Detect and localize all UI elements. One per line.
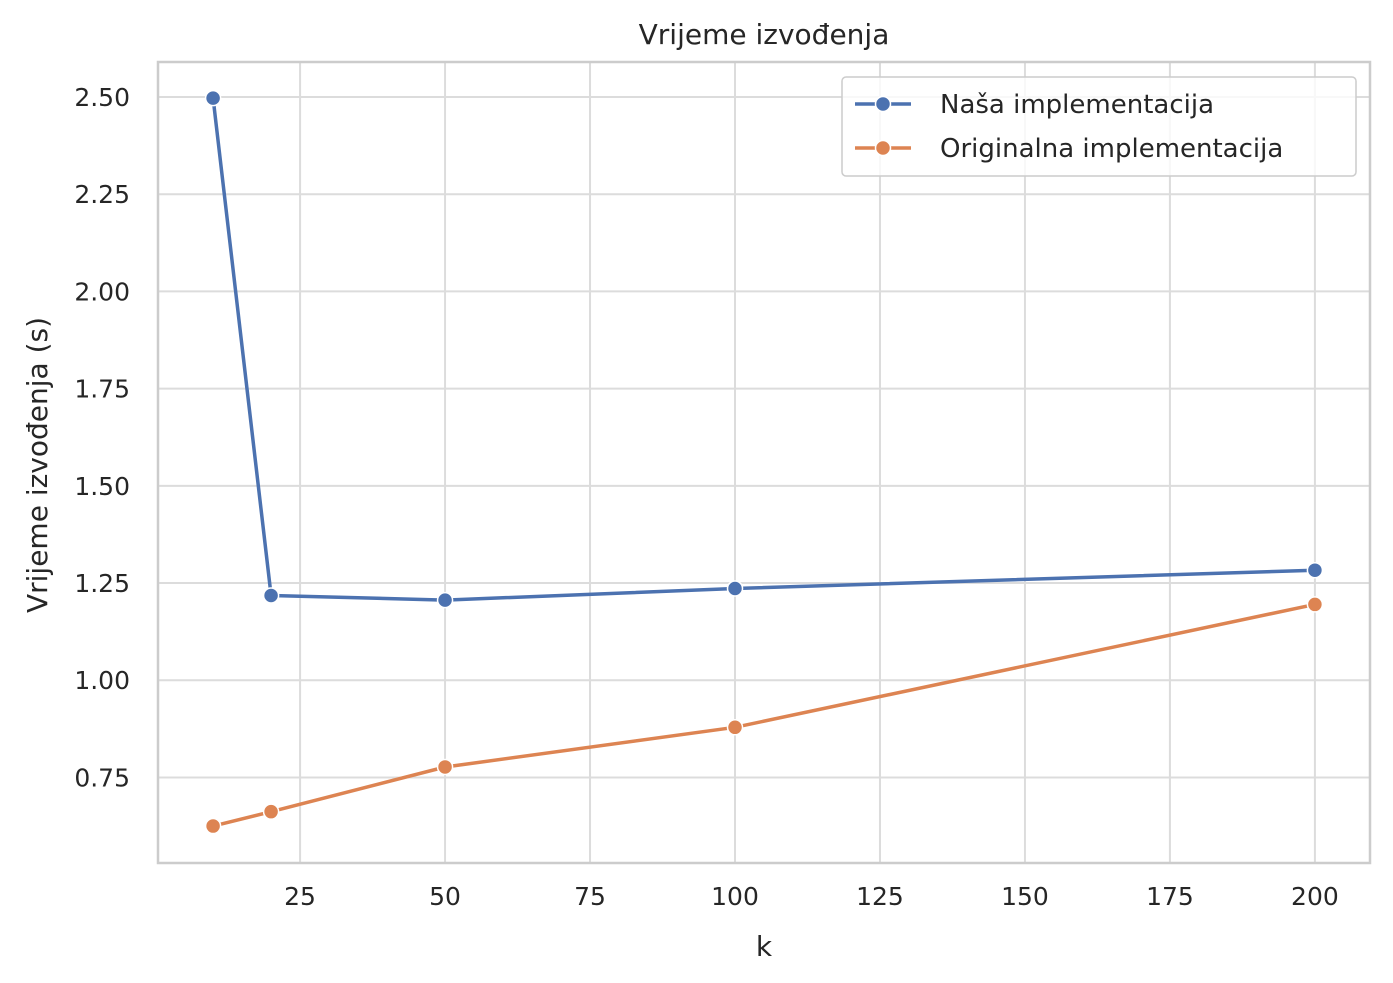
y-tick-label: 0.75 (74, 763, 130, 792)
data-point (436, 758, 454, 776)
data-point (262, 803, 280, 820)
grid-lines (158, 62, 1370, 863)
legend-label-originalna: Originalna implementacija (940, 134, 1283, 164)
legend: Naša implementacija Originalna implement… (841, 76, 1357, 177)
x-tick-label: 175 (1146, 882, 1194, 911)
series-group (204, 89, 1324, 835)
x-tick-label: 125 (856, 882, 904, 911)
legend-box (841, 76, 1357, 177)
x-tick-label: 25 (284, 882, 316, 911)
y-axis-title: Vrijeme izvođenja (s) (21, 317, 54, 613)
y-tick-label: 1.25 (74, 569, 130, 598)
legend-marker-originalna (874, 139, 892, 157)
x-tick-label: 150 (1001, 882, 1049, 911)
legend-marker-nasa (874, 95, 892, 113)
x-axis-ticks: 25 50 75 100 125 150 175 200 (284, 882, 1339, 911)
y-axis-ticks: 0.75 1.00 1.25 1.50 1.75 2.00 2.25 2.50 (74, 83, 130, 792)
data-point (204, 817, 222, 835)
x-tick-label: 50 (429, 882, 461, 911)
data-point (726, 719, 744, 736)
y-tick-label: 1.00 (74, 666, 130, 695)
y-tick-label: 1.75 (74, 375, 130, 404)
x-tick-label: 100 (711, 882, 759, 911)
data-point (1306, 561, 1324, 579)
data-point (436, 591, 454, 609)
x-tick-label: 200 (1291, 882, 1339, 911)
plot-frame (156, 60, 1372, 865)
data-point (262, 587, 280, 604)
x-tick-label: 75 (574, 882, 606, 911)
y-tick-label: 2.00 (74, 277, 130, 306)
x-axis-title: k (756, 930, 773, 963)
chart-title: Vrijeme izvođenja (639, 18, 890, 51)
y-tick-label: 2.50 (74, 83, 130, 112)
y-tick-label: 2.25 (74, 180, 130, 209)
data-point (1306, 596, 1324, 613)
data-point (726, 580, 744, 597)
legend-label-nasa: Naša implementacija (940, 90, 1214, 120)
y-tick-label: 1.50 (74, 472, 130, 501)
data-point (204, 89, 222, 107)
